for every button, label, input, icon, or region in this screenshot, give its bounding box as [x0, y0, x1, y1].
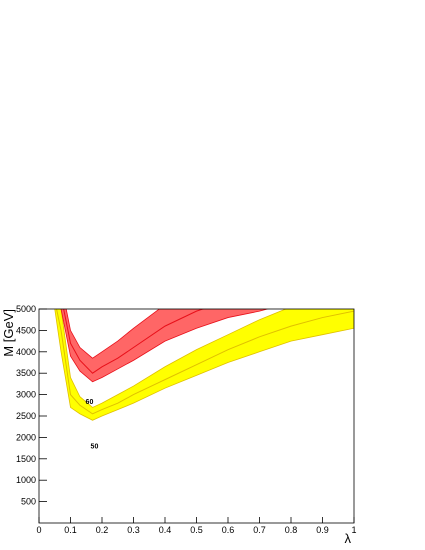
plot-area [54, 309, 354, 421]
x-tick-label: 0.9 [316, 525, 329, 535]
x-tick-label: 0.3 [127, 525, 140, 535]
central-line [63, 309, 205, 374]
x-tick-label: 1 [351, 525, 356, 535]
x-tick-label: 0.5 [190, 525, 203, 535]
y-tick-label: 3000 [16, 390, 36, 400]
y-tick-label: 4000 [16, 347, 36, 357]
y-tick-label: 500 [21, 497, 36, 507]
y-tick-label: 1500 [16, 454, 36, 464]
x-axis-title: λ [345, 531, 352, 546]
y-tick-label: 4500 [16, 325, 36, 335]
x-tick-label: 0.6 [222, 525, 235, 535]
x-tick-label: 0.1 [64, 525, 77, 535]
band [60, 309, 269, 383]
y-axis-title: M [GeV] [1, 309, 16, 357]
central-line [56, 309, 354, 415]
x-tick-label: 0.7 [253, 525, 266, 535]
y-tick-label: 3500 [16, 368, 36, 378]
band-label: 60 [86, 399, 94, 406]
y-tick-label: 2000 [16, 432, 36, 442]
x-tick-label: 0.2 [96, 525, 109, 535]
y-tick-label: 5000 [16, 304, 36, 314]
y-tick-label: 1000 [16, 475, 36, 485]
x-tick-label: 0.4 [159, 525, 172, 535]
x-tick-label: 0 [36, 525, 41, 535]
x-tick-label: 0.8 [285, 525, 298, 535]
band [54, 309, 354, 421]
band-label: 50 [91, 443, 99, 450]
y-tick-label: 2500 [16, 411, 36, 421]
